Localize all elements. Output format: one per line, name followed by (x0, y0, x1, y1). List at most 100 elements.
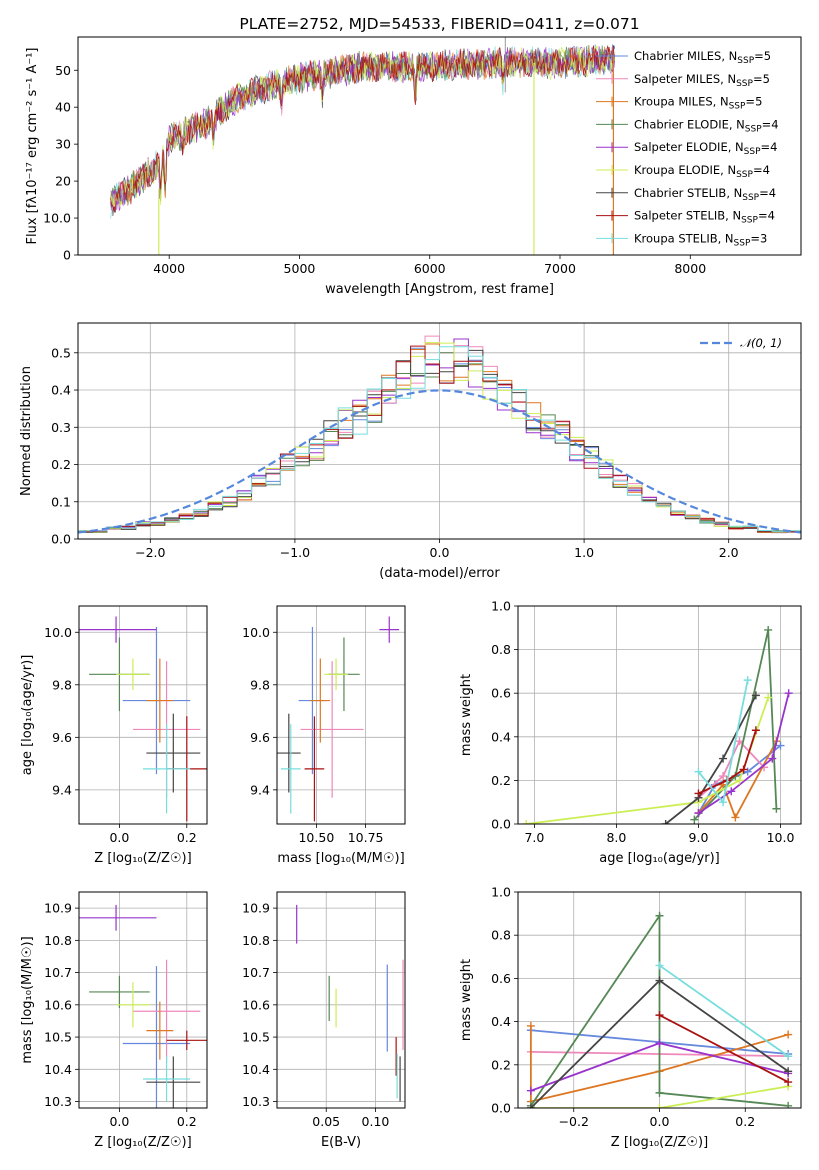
legend-label: Kroupa STELIB, NSSP=3 (634, 231, 767, 248)
axes-frame (77, 36, 802, 256)
y-tick-label: 9.8 (52, 677, 72, 692)
series-marker (784, 1052, 793, 1061)
y-tick-label: 0.1 (51, 494, 71, 509)
x-tick-label: 0.05 (312, 1114, 340, 1129)
y-tick-label: 10.0 (44, 625, 72, 640)
legend-prefix: , N (720, 163, 736, 177)
x-axis-label: Z [log₁₀(Z/Z☉)] (611, 1135, 708, 1150)
legend-prefix: , N (728, 140, 744, 154)
series-marker (784, 1030, 793, 1039)
legend-sub: SSP (734, 238, 751, 248)
y-tick-label: 10.3 (242, 1094, 270, 1109)
series-marker (735, 776, 744, 785)
plot-area (277, 616, 400, 822)
legend-nssp: 5 (764, 49, 771, 63)
series-marker (784, 1101, 793, 1108)
legend-sub: SSP (745, 124, 762, 134)
series-marker (719, 772, 728, 781)
series-marker (735, 737, 744, 746)
legend-label: Chabrier MILES, NSSP=5 (634, 49, 771, 66)
y-tick-label: 10.7 (242, 965, 270, 980)
y-tick-label: 10.5 (44, 1030, 72, 1045)
chart-title: PLATE=2752, MJD=54533, FIBERID=0411, z=0… (239, 15, 639, 33)
y-axis-label: mass weight (459, 959, 474, 1041)
x-tick-label: −2.0 (135, 545, 165, 560)
x-tick-label: 9.0 (689, 830, 709, 845)
legend-sub: SSP (741, 216, 758, 226)
legend-eq: = (753, 72, 763, 86)
series-marker (655, 1011, 664, 1020)
legend-label: Salpeter MILES, NSSP=5 (634, 72, 770, 89)
x-tick-label: 0.2 (177, 1114, 197, 1129)
x-tick-label: 10.75 (348, 830, 384, 845)
y-tick-label: 9.8 (250, 677, 270, 692)
legend-nssp: 5 (763, 72, 770, 86)
series-marker (719, 754, 728, 763)
series-marker (719, 798, 728, 807)
legend-nssp: 3 (760, 231, 767, 245)
series-marker (764, 625, 773, 634)
plot-area (78, 335, 801, 539)
x-tick-label: 0.0 (109, 830, 129, 845)
legend-nssp: 4 (770, 140, 777, 154)
series-line-2 (529, 1025, 789, 1103)
legend-prefix: , N (726, 186, 742, 200)
plot-area (79, 616, 207, 822)
series-marker (694, 809, 703, 818)
y-tick-label: 0.0 (491, 817, 511, 832)
x-tick-label: 4000 (153, 261, 185, 276)
legend-model: Chabrier MILES (634, 49, 721, 63)
y-axis-label: mass weight (459, 674, 474, 756)
panel-age-vs-mass: 10.50 10.75 9.4 9.6 9.8 10.0 mass [log₁₀(M/M☉)… (242, 605, 406, 866)
legend-nssp: 4 (769, 186, 776, 200)
y-tick-label: 0.2 (491, 773, 511, 788)
legend-label: Kroupa MILES, NSSP=5 (634, 95, 762, 112)
x-tick-label: 7.0 (524, 830, 544, 845)
legend-nssp: 5 (755, 95, 762, 109)
y-tick-label: 30 (55, 137, 71, 152)
legend-eq: = (750, 231, 760, 245)
series-marker (522, 820, 531, 824)
series-marker (751, 691, 760, 700)
series-marker (655, 1104, 664, 1108)
series-line-4 (697, 692, 790, 814)
legend-model: Chabrier ELODIE (634, 117, 729, 131)
x-axis-label: mass [log₁₀(M/M☉)] (277, 851, 404, 866)
panel-weight-vs-age: 7.0 8.0 9.0 10.0 0.0 0.2 0.4 0.6 0.8 1.0 age [log₁… (459, 599, 802, 866)
legend-model: Salpeter STELIB (634, 209, 725, 223)
panel-weight-vs-Z: −0.2 0.0 0.2 0.0 0.2 0.4 0.6 0.8 1.0 Z [log₁₀(Z/Z… (459, 885, 802, 1150)
series-line-7 (698, 729, 757, 795)
axes-frame (78, 605, 208, 825)
y-tick-label: 10.9 (242, 901, 270, 916)
x-axis-label: Z [log₁₀(Z/Z☉)] (94, 851, 191, 866)
legend-label: Chabrier STELIB, NSSP=4 (634, 186, 776, 203)
y-tick-label: 0.0 (491, 1101, 511, 1116)
panel-mass-vs-ebv: 0.05 0.10 10.3 10.4 10.5 10.6 10.7 10.8 10.9 E(B-… (242, 891, 406, 1150)
series-line-6 (665, 694, 757, 824)
series-marker (784, 689, 793, 698)
x-tick-label: 0.0 (650, 1114, 670, 1129)
x-tick-label: 10.0 (767, 830, 795, 845)
x-tick-label: 6000 (414, 261, 446, 276)
legend-model: Salpeter ELODIE (634, 140, 728, 154)
plot-area (79, 904, 207, 1108)
series-marker (526, 1086, 535, 1095)
series-marker (690, 815, 699, 824)
legend-sub: SSP (736, 170, 753, 180)
y-tick-label: 0.2 (51, 457, 71, 472)
series-marker (655, 1088, 664, 1097)
legend-model: Kroupa MILES (634, 95, 713, 109)
y-tick-label: 20 (55, 174, 71, 189)
y-tick-label: 0.3 (51, 420, 71, 435)
histogram-8 (78, 346, 801, 539)
series-line-7 (659, 1014, 789, 1083)
x-tick-label: 0.2 (735, 1114, 755, 1129)
series-marker (727, 787, 736, 796)
y-tick-label: 10.8 (242, 933, 270, 948)
y-tick-label: 0.8 (491, 642, 511, 657)
spectrum-line-7 (110, 45, 616, 213)
plot-area (526, 911, 793, 1108)
legend-prefix: , N (720, 72, 736, 86)
legend-model: Kroupa STELIB (634, 231, 718, 245)
